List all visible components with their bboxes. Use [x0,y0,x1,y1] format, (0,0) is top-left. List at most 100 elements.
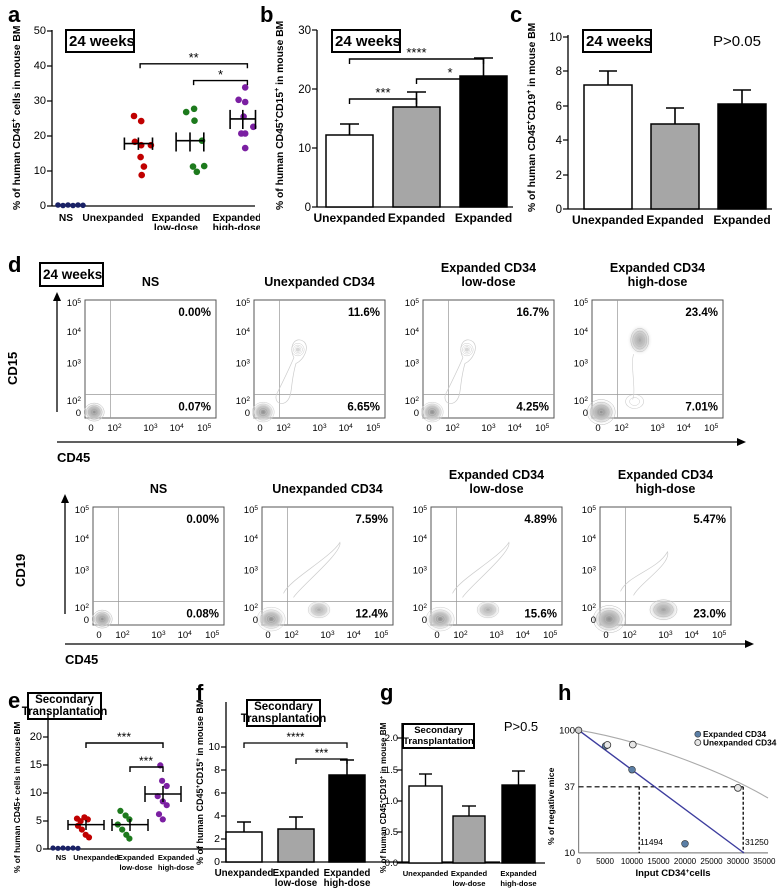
svg-text:104: 104 [67,326,82,338]
svg-text:% of human CD45+CD15+ in mouse: % of human CD45+CD15+ in mouse BM [272,21,287,210]
svg-text:30000: 30000 [727,857,750,866]
svg-text:102: 102 [413,603,428,615]
svg-text:103: 103 [244,565,259,577]
svg-text:Expanded CD34: Expanded CD34 [610,261,705,275]
svg-text:10: 10 [34,165,46,177]
svg-text:Expanded: Expanded [500,869,537,878]
svg-text:16.7%: 16.7% [516,307,549,319]
svg-text:104: 104 [75,533,90,545]
svg-text:103: 103 [151,630,166,642]
svg-text:0: 0 [595,423,600,434]
svg-text:NS: NS [56,853,67,862]
svg-text:5000: 5000 [596,857,614,866]
svg-text:**: ** [189,50,199,65]
svg-text:low-dose: low-dose [154,223,198,230]
svg-text:***: *** [139,754,153,768]
svg-text:104: 104 [405,326,420,338]
svg-text:103: 103 [67,358,82,370]
svg-text:P>0.5: P>0.5 [504,719,538,734]
svg-text:0: 0 [88,423,93,434]
svg-text:% of human CD45+ cells in mous: % of human CD45+ cells in mouse BM [9,26,24,210]
svg-text:Expanded CD34: Expanded CD34 [449,468,544,482]
svg-text:*: * [218,67,223,82]
svg-text:0: 0 [245,408,250,419]
svg-text:102: 102 [107,423,122,435]
svg-text:105: 105 [543,630,558,642]
svg-text:0.00%: 0.00% [186,514,219,526]
svg-text:% of human CD45+CD19+ in mouse: % of human CD45+CD19+ in mouse BM [524,23,539,212]
svg-text:105: 105 [75,505,90,517]
svg-text:0: 0 [556,204,562,216]
svg-text:4.25%: 4.25% [516,401,549,413]
svg-text:15.6%: 15.6% [524,608,557,620]
svg-text:0: 0 [305,202,311,214]
svg-text:7.01%: 7.01% [685,401,718,413]
svg-text:0: 0 [591,615,596,626]
svg-text:Unexpanded CD34: Unexpanded CD34 [264,275,374,289]
svg-text:20: 20 [34,130,46,142]
svg-text:0: 0 [40,200,46,212]
svg-text:Expanded: Expanded [455,211,512,225]
svg-text:low-dose: low-dose [120,863,153,872]
svg-text:102: 102 [614,423,629,435]
svg-text:CD45: CD45 [57,450,90,465]
svg-text:105: 105 [67,298,82,310]
svg-text:Unexpanded CD34: Unexpanded CD34 [703,738,777,748]
svg-text:Expanded: Expanded [713,213,770,227]
svg-text:103: 103 [405,358,420,370]
svg-text:0: 0 [96,630,101,641]
svg-text:*: * [447,65,452,80]
svg-text:105: 105 [366,423,381,435]
svg-text:102: 102 [244,603,259,615]
svg-text:Expanded CD34: Expanded CD34 [441,261,536,275]
svg-text:****: **** [287,732,305,744]
svg-text:0: 0 [76,408,81,419]
svg-text:0: 0 [434,630,439,641]
svg-text:0.00%: 0.00% [178,307,211,319]
svg-text:low-dose: low-dose [453,879,486,888]
svg-text:105: 105 [197,423,212,435]
svg-text:NS: NS [59,213,73,224]
svg-text:102: 102 [445,423,460,435]
svg-text:103: 103 [143,423,158,435]
svg-text:24 weeks: 24 weeks [43,267,102,282]
svg-text:104: 104 [413,533,428,545]
svg-text:0: 0 [36,843,42,855]
svg-text:0: 0 [253,615,258,626]
svg-text:104: 104 [170,423,185,435]
svg-text:0: 0 [257,423,262,434]
svg-text:high-dose: high-dose [628,275,688,289]
svg-text:105: 105 [704,423,719,435]
svg-text:102: 102 [236,396,251,408]
svg-text:103: 103 [650,423,665,435]
svg-text:2: 2 [556,170,562,182]
svg-text:0: 0 [426,423,431,434]
svg-text:****: **** [406,45,426,60]
svg-text:103: 103 [481,423,496,435]
svg-text:% of negative mice: % of negative mice [546,767,556,845]
svg-text:15000: 15000 [647,857,670,866]
svg-text:4: 4 [556,135,563,147]
svg-text:102: 102 [284,630,299,642]
svg-text:102: 102 [622,630,637,642]
svg-text:37: 37 [564,782,575,793]
svg-text:NS: NS [150,482,167,496]
svg-text:105: 105 [574,298,589,310]
svg-text:10: 10 [564,848,575,859]
svg-text:Secondary: Secondary [254,701,313,713]
svg-text:105: 105 [374,630,389,642]
svg-text:Unexpanded: Unexpanded [73,853,119,862]
svg-text:Expanded: Expanded [388,211,445,225]
svg-text:102: 102 [574,396,589,408]
svg-text:Unexpanded: Unexpanded [82,213,143,224]
svg-text:10: 10 [298,143,311,155]
svg-text:104: 104 [347,630,362,642]
svg-text:103: 103 [320,630,335,642]
svg-text:24 weeks: 24 weeks [335,33,401,50]
svg-text:% of human CD45+CD19+ in mouse: % of human CD45+CD19+ in mouse BM [380,722,388,873]
svg-text:31250: 31250 [745,837,769,847]
svg-text:high-dose: high-dose [213,223,260,230]
svg-text:104: 104 [244,533,259,545]
svg-text:high-dose: high-dose [636,482,696,496]
svg-text:NS: NS [142,275,159,289]
